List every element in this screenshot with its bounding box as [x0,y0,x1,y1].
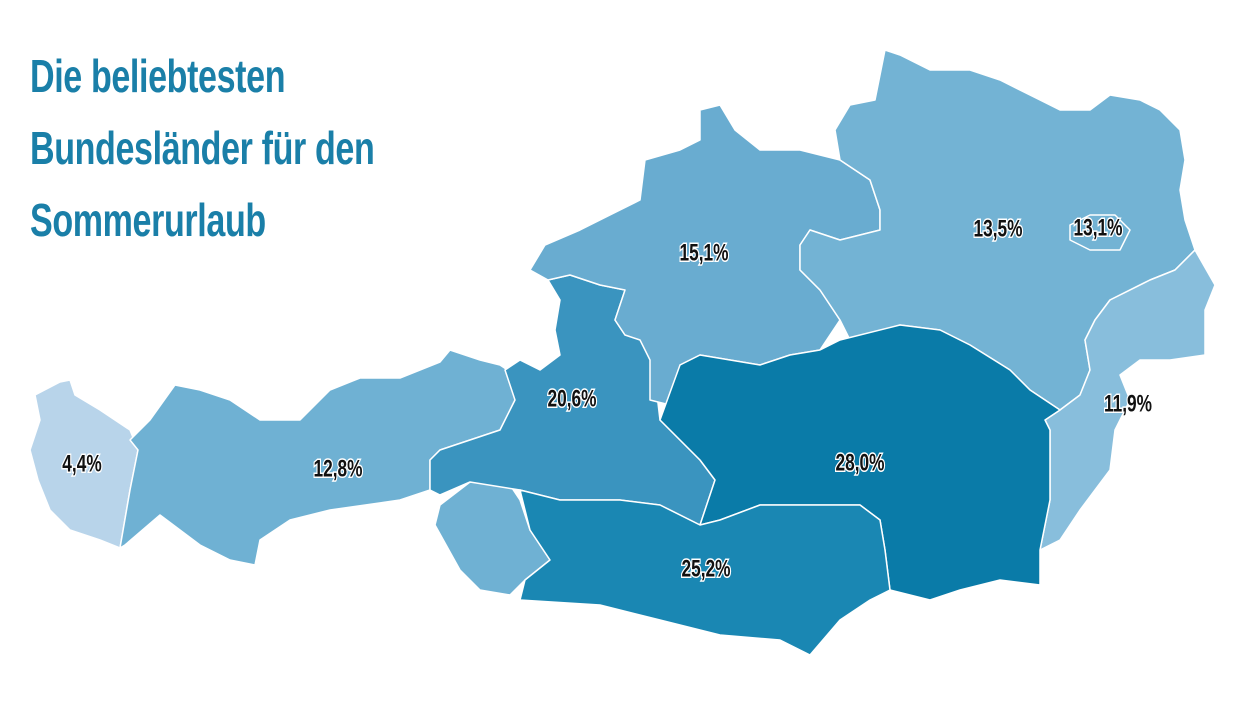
region-label: 4,4% [62,451,102,477]
region-label: 25,2% [682,556,731,582]
region-label: 13,1% [1074,215,1123,241]
region-label: 12,8% [314,456,363,482]
region-label: 13,5% [974,216,1023,242]
region [1039,249,1216,551]
region-label: 15,1% [680,240,729,266]
region-label: 11,9% [1104,391,1152,417]
region-label: 20,6% [548,386,597,412]
map-title: Die beliebtesten Bundesländer für den So… [30,50,375,246]
region-label: 28,0% [836,450,885,476]
region [1069,214,1131,251]
region [519,489,891,656]
